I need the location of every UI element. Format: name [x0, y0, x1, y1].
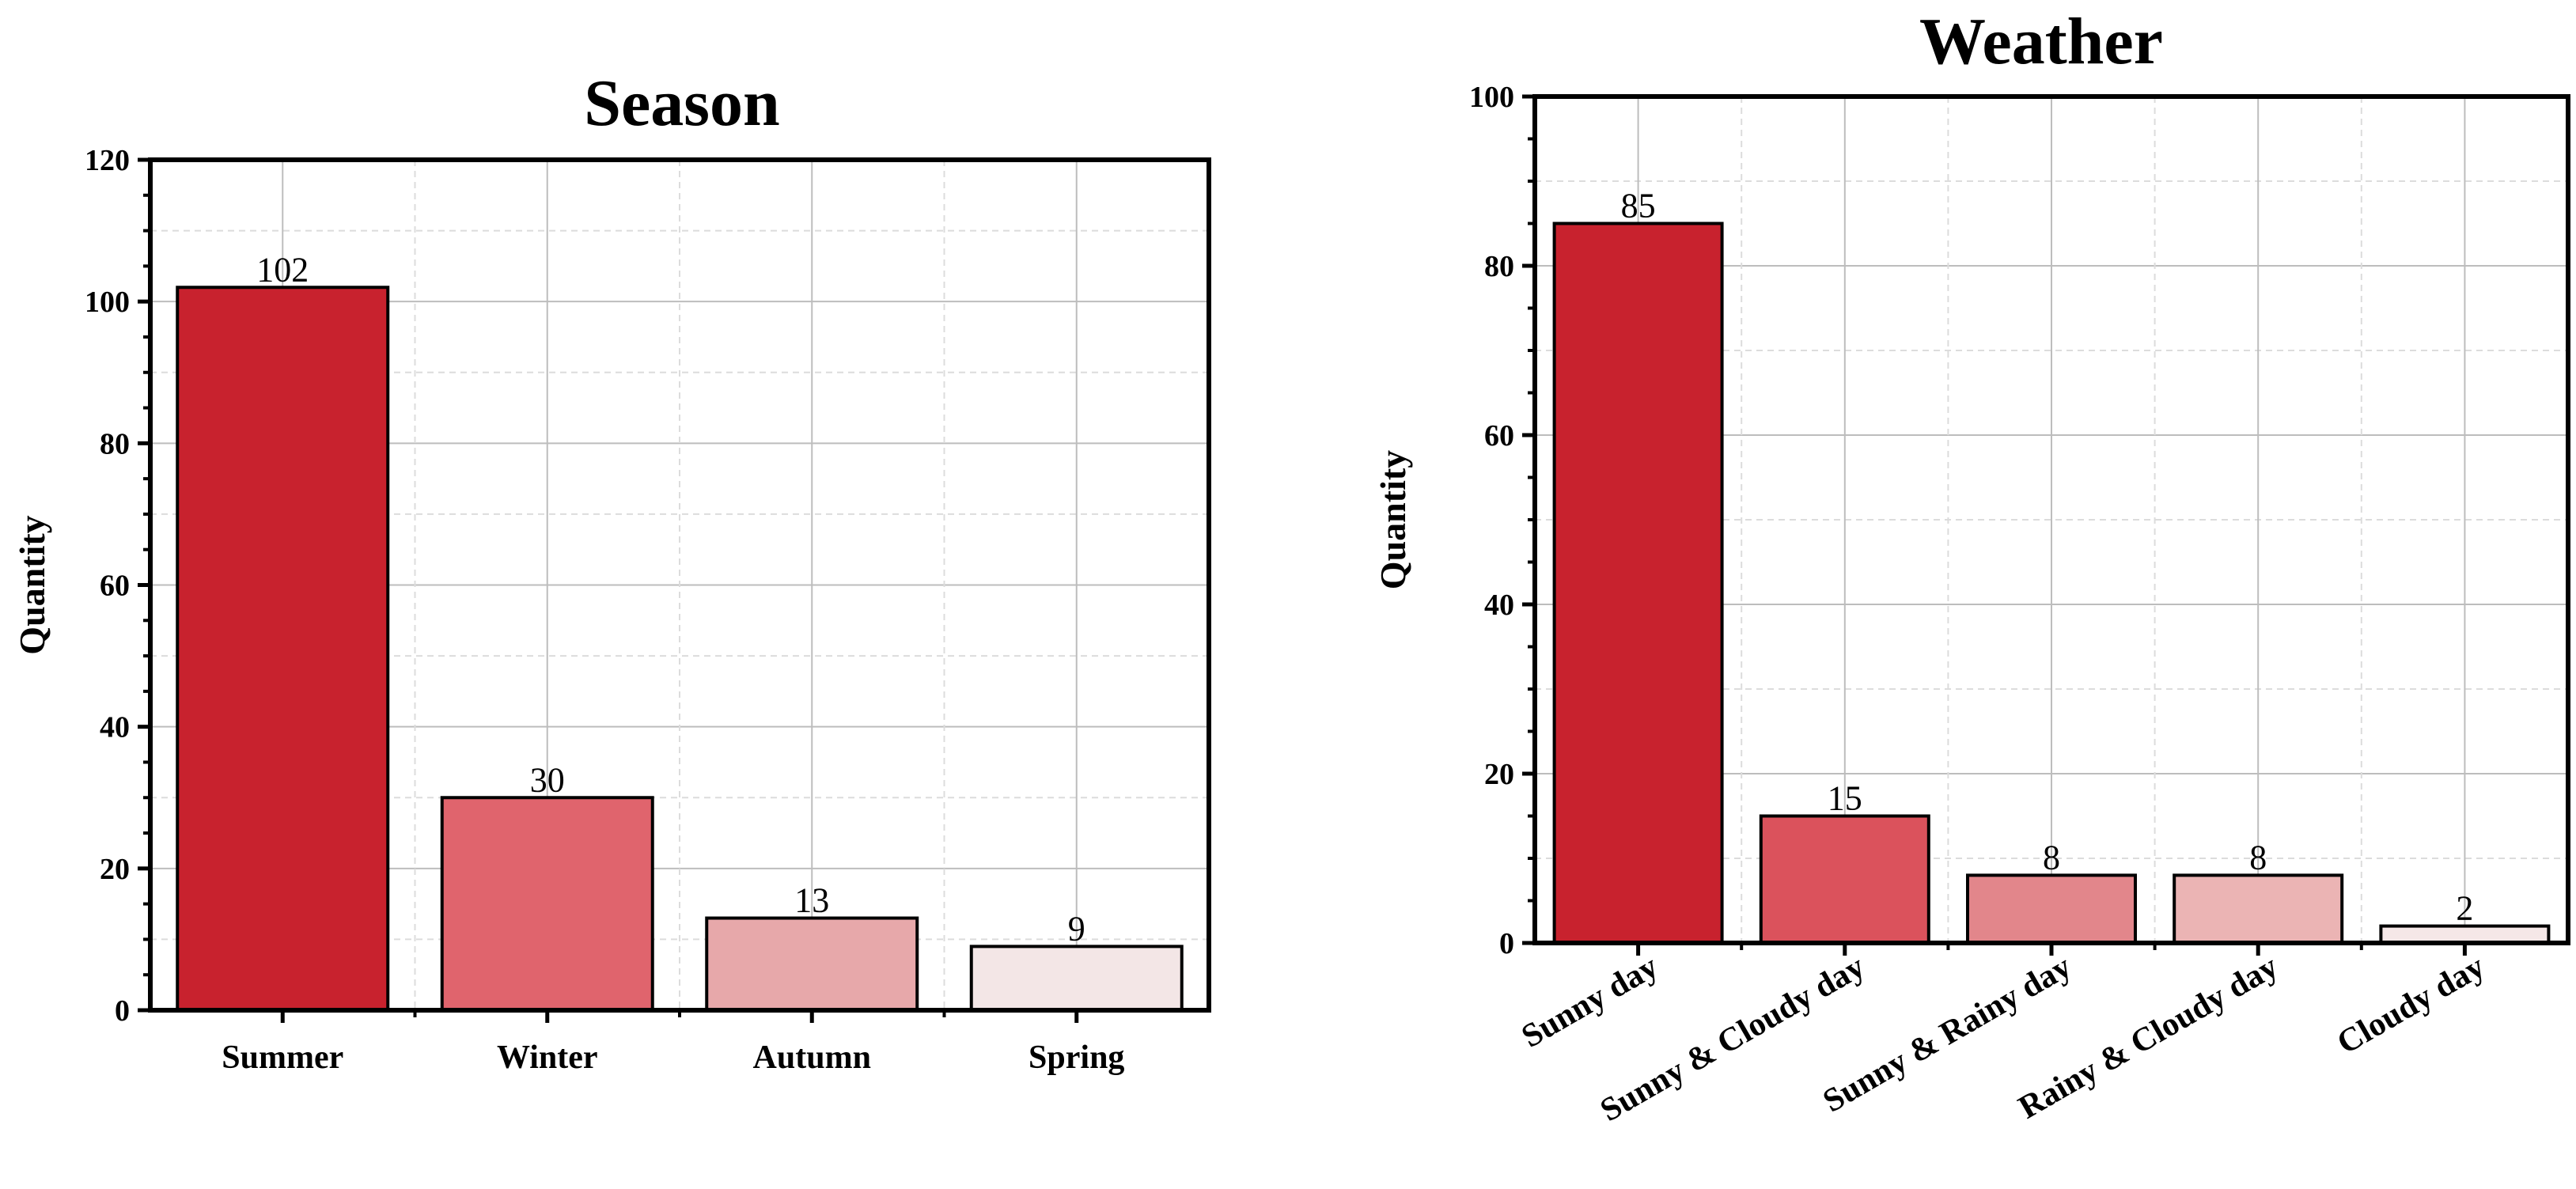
y-tick-label: 40: [100, 711, 130, 744]
bar-sunny-day: [1552, 222, 1724, 945]
data-label: 30: [530, 760, 565, 799]
x-tick-label: Cloudy day: [2331, 949, 2491, 1062]
y-axis-label: Quantity: [12, 515, 52, 654]
x-tick-label: Sunny day: [1516, 949, 1665, 1055]
data-label: 85: [1621, 187, 1656, 225]
y-tick-label: 80: [1484, 250, 1514, 283]
data-label: 2: [2456, 889, 2473, 928]
chart-title: Weather: [1919, 5, 2163, 78]
y-tick-label: 100: [1469, 81, 1514, 114]
x-tick-label: Autumn: [753, 1039, 871, 1076]
y-tick-label: 0: [1499, 927, 1514, 960]
y-tick-label: 40: [1484, 589, 1514, 622]
data-label: 102: [256, 250, 309, 289]
bar-winter: [440, 796, 654, 1012]
data-label: 9: [1068, 909, 1085, 948]
y-tick-label: 20: [1484, 758, 1514, 791]
bar-summer: [176, 286, 390, 1012]
x-tick-label: Winter: [497, 1039, 598, 1076]
data-label: 15: [1828, 779, 1862, 818]
y-tick-label: 20: [100, 853, 130, 886]
bar-sunny-cloudy-day: [1759, 814, 1930, 945]
y-tick-label: 60: [1484, 419, 1514, 453]
x-tick-label: Summer: [222, 1039, 343, 1076]
y-tick-label: 120: [85, 144, 130, 177]
bar-cloudy-day: [2379, 924, 2551, 945]
y-axis-label: Quantity: [1373, 450, 1413, 589]
bar-spring: [969, 945, 1184, 1012]
y-tick-label: 80: [100, 427, 130, 460]
chart-title: Season: [584, 66, 779, 140]
bar-rainy-cloudy-day: [2173, 873, 2344, 945]
season-chart: 102 30 13 9 0 20 40 60 80 100 120 Summer Winter Autum…: [12, 66, 1211, 1076]
y-tick-label: 60: [100, 570, 130, 603]
data-label: 8: [2043, 838, 2060, 877]
x-tick-label: Spring: [1029, 1039, 1124, 1076]
data-label: 13: [794, 881, 829, 920]
y-tick-label: 0: [115, 994, 130, 1028]
y-tick-label: 100: [85, 286, 130, 319]
bar-autumn: [705, 916, 919, 1012]
data-label: 8: [2249, 838, 2267, 877]
bar-sunny-rainy-day: [1966, 873, 2137, 945]
